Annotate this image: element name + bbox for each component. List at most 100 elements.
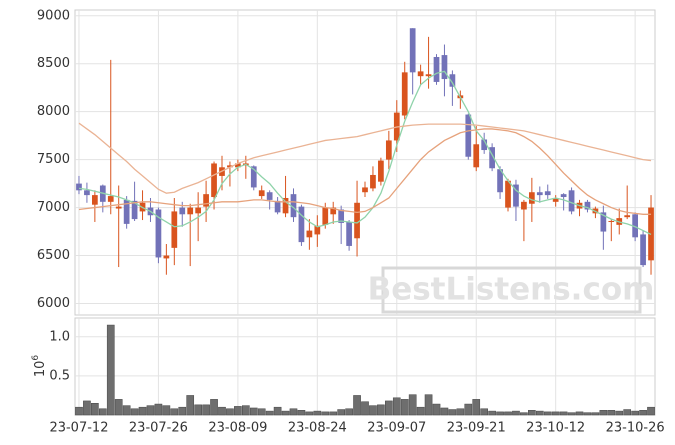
candle-body [203,194,209,207]
candle-body [425,74,432,77]
candle-body [274,200,281,213]
candle-body [521,201,527,210]
volume-bar [400,399,409,416]
volume-bar [567,412,576,416]
candle-body [433,56,440,82]
candle-body [314,225,321,235]
volume-bar [130,408,139,416]
x-tick-label: 23-07-12 [49,421,108,436]
candle-body [211,163,217,198]
x-tick-label: 23-10-26 [606,421,665,436]
candle-body [608,221,615,223]
volume-bar [241,405,250,416]
volume-bar [345,408,353,416]
volume-bar [432,403,441,416]
y-tick-label: 8000 [37,104,70,119]
volume-bar [186,395,195,416]
volume-bar [369,405,377,416]
candle-body [370,174,376,189]
volume-bar [551,411,560,416]
x-tick-label: 23-10-12 [526,421,585,436]
candle-body [584,201,591,210]
volume-bar [265,410,274,416]
volume-bar [472,399,481,416]
candle-body [505,180,511,208]
volume-bar [424,394,433,416]
volume-bar [512,410,520,416]
volume-bar [639,410,647,416]
volume-bar [520,412,528,416]
candle-body [632,214,638,238]
volume-bar [543,411,552,416]
volume-bar [392,397,401,416]
y-tick-label: 6500 [37,248,70,263]
volume-bar [408,394,417,416]
volume-bar [456,408,465,416]
candle-body [290,194,297,218]
candle-body [552,197,559,202]
moving-average-line [78,128,652,215]
candle-body [163,255,170,259]
watermark: BestListens.com [368,272,655,308]
volume-bar [257,408,266,416]
candle-body [600,212,607,232]
volume-bar [464,403,473,416]
volume-bar [448,409,457,416]
candle-body [441,55,448,80]
volume-bar [281,410,290,416]
candle-body [409,28,416,73]
volume-bar [122,405,131,416]
volume-bar [170,408,179,416]
candle-body [497,169,503,193]
volume-bar [385,400,393,416]
candle-body [401,72,408,116]
volume-bar [337,409,345,416]
candle-body [227,165,233,168]
candle-body [107,196,114,202]
volume-bar [615,410,624,416]
candle-body [76,183,82,191]
volume-bar [559,411,568,416]
candle-body [92,195,98,205]
x-tick-label: 23-09-07 [367,421,426,436]
offset-base: 10 [33,361,48,378]
x-tick-label: 23-09-21 [447,421,506,436]
candle-body [250,166,257,188]
candle-body [235,163,241,168]
volume-bar [416,406,425,416]
moving-average-line [78,122,652,194]
candle-body [354,202,360,239]
volume-bar [106,324,115,416]
volume-bar [647,406,655,416]
volume-bar [591,412,600,416]
volume-bar [297,410,306,416]
candle-body [417,71,424,77]
x-tick-label: 23-08-09 [208,421,267,436]
candle-body [481,139,488,151]
candle-body [115,206,122,209]
candle-body [536,192,543,196]
candle-body [473,144,480,168]
candle-body [155,209,162,258]
x-tick-label: 23-08-24 [288,421,347,436]
candle-body [84,190,90,196]
volume-bar [138,406,147,416]
volume-bar [488,410,496,416]
candle-body [362,187,368,193]
candle-body [513,184,519,207]
volume-bar [83,400,91,416]
x-tick-label: 23-07-26 [129,421,188,436]
volume-bar [305,411,314,416]
watermark-box [381,266,642,314]
candle-body [330,207,337,215]
candle-body [568,190,575,212]
volume-bar [535,410,544,416]
plot-frame [74,9,656,316]
candle-body [282,197,289,214]
volume-bar [440,407,449,416]
plot-frame [74,317,656,416]
volume-bar [273,406,282,416]
candle-body [187,207,194,215]
